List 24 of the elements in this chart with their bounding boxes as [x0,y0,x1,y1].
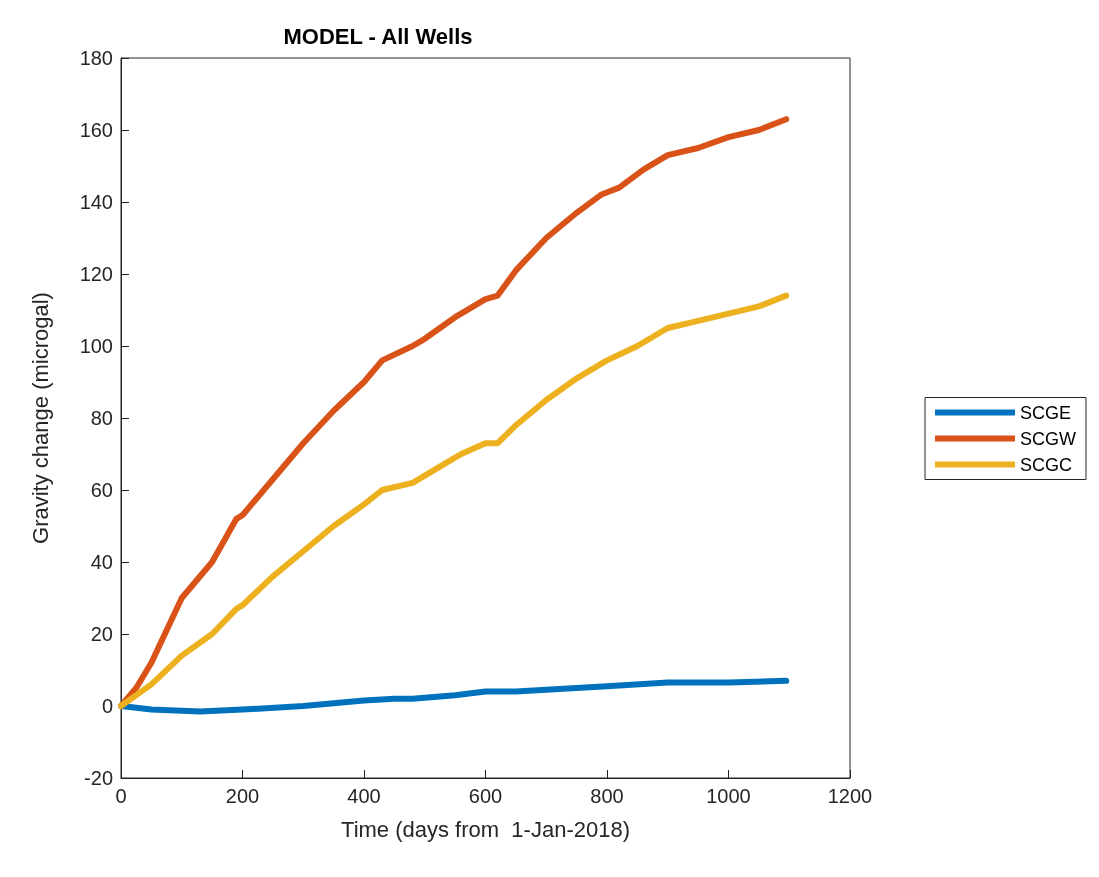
legend-label: SCGC [1020,454,1073,475]
y-tick-label: 120 [79,263,113,285]
x-axis-title: Time (days from 1-Jan-2018) [341,816,630,842]
legend-label: SCGE [1020,402,1072,423]
x-tick-label: 0 [115,785,127,807]
y-tick-label: 80 [90,407,113,429]
chart-title: MODEL - All Wells [283,23,473,49]
x-tick-label: 1200 [827,785,873,807]
y-tick-label: 180 [79,47,113,69]
x-tick-label: 1000 [706,785,751,807]
y-tick-label: 20 [90,623,113,645]
x-tick-label: 200 [225,785,260,807]
y-tick-label: 0 [101,695,113,717]
y-axis-title: Gravity change (microgal) [27,292,53,544]
x-tick-label: 400 [347,785,381,807]
y-tick-label: 40 [90,551,113,573]
y-tick-label: 160 [79,119,113,141]
legend-label: SCGW [1020,428,1077,449]
y-tick-label: 100 [79,335,113,357]
x-tick-label: 600 [468,785,503,807]
y-tick-label: 140 [79,191,113,213]
y-tick-label: 60 [90,479,113,501]
y-tick-label: -20 [84,767,113,789]
x-tick-label: 800 [590,785,624,807]
